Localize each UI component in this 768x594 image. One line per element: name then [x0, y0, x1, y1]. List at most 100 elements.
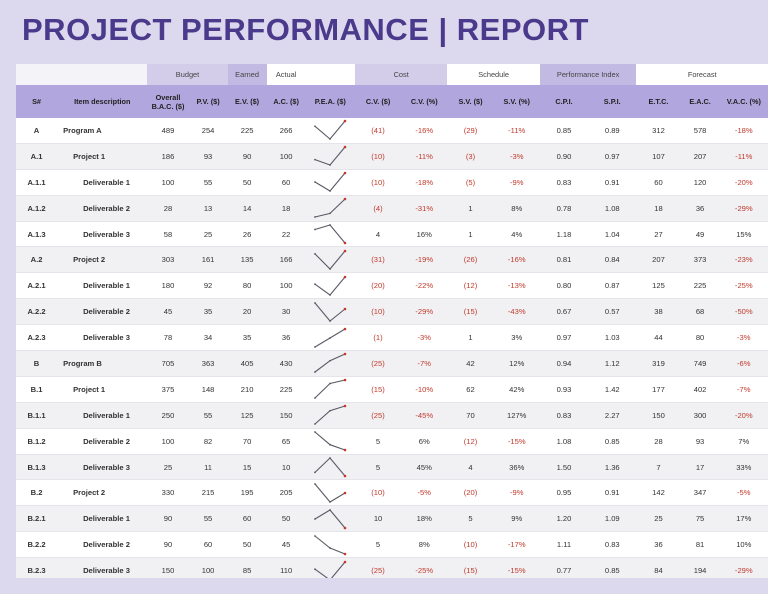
cell-vac: 33% [719, 454, 768, 481]
cell-svp: -16% [493, 246, 540, 274]
cell-bac: 150 [147, 557, 189, 578]
cell-ev: 26 [227, 221, 267, 248]
group-schedule: Schedule [447, 64, 540, 85]
cell-ev: 405 [227, 350, 267, 377]
col-etc: E.T.C. [636, 85, 681, 118]
cell-sv: (15) [447, 298, 494, 326]
cell-spi: 1.42 [588, 376, 637, 403]
pea-sparkline [314, 249, 347, 270]
pea-sparkline-line [315, 224, 346, 244]
table-row: B.2.3 Deliverable 3 150 100 85 110 (25) -25% (15… [16, 557, 768, 578]
cell-cpi: 0.81 [539, 246, 589, 274]
pea-point-pv [314, 397, 317, 400]
cell-pv: 55 [188, 402, 228, 429]
cell-cpi: 0.93 [539, 376, 589, 403]
cell-ev: 50 [227, 169, 267, 196]
cell-id: B.2 [16, 479, 58, 507]
cell-pea [305, 221, 355, 248]
cell-pv: 55 [188, 169, 228, 196]
pea-point-ev [329, 360, 332, 363]
cell-bac: 330 [147, 479, 189, 507]
cell-vac: -25% [719, 272, 768, 300]
cell-etc: 7 [636, 454, 681, 481]
pea-point-pv [314, 517, 317, 520]
cell-spi: 0.91 [588, 479, 637, 507]
cell-svp: 127% [493, 402, 540, 429]
cell-pea [305, 350, 355, 377]
pea-point-ev [329, 501, 332, 503]
cell-cpi: 0.97 [539, 324, 589, 352]
cell-etc: 319 [636, 350, 681, 377]
pea-sparkline [314, 171, 347, 193]
cell-etc: 36 [636, 531, 681, 559]
cell-pea [305, 272, 355, 300]
cell-pea [305, 479, 355, 507]
cell-svp: 4% [493, 221, 540, 248]
table-body: A Program A 489 254 225 266 (41) -16% (29) -11% 0.… [16, 118, 768, 578]
cell-sv: 70 [447, 402, 494, 429]
cell-desc: Deliverable 2 [57, 428, 148, 455]
group-header-row: Budget Earned Actual Cost Schedule Perfo… [16, 64, 768, 85]
pea-point-pv [314, 471, 317, 474]
cell-cvp: 18% [401, 505, 448, 533]
cell-eac: 225 [680, 272, 720, 300]
cell-spi: 1.04 [588, 221, 637, 248]
cell-cpi: 1.20 [539, 505, 589, 533]
cell-svp: -3% [493, 143, 540, 170]
pea-sparkline [314, 146, 347, 167]
cell-pv: 34 [188, 324, 228, 352]
pea-sparkline-line [314, 431, 346, 451]
cell-etc: 177 [636, 376, 681, 403]
pea-point-pv [314, 371, 317, 374]
cell-etc: 125 [636, 272, 681, 300]
cell-pea [305, 298, 355, 326]
cell-id: A.2.3 [16, 324, 58, 352]
cell-pv: 100 [188, 557, 228, 578]
cell-etc: 150 [636, 402, 681, 429]
cell-svp: -9% [493, 169, 540, 196]
cell-sv: (20) [447, 479, 494, 507]
cell-pv: 11 [188, 454, 228, 481]
cell-id: B.1.2 [16, 428, 58, 455]
col-spi: S.P.I. [588, 85, 637, 118]
pea-point-pv [314, 431, 317, 434]
pea-sparkline [314, 327, 347, 348]
cell-cv: 4 [354, 221, 402, 248]
cell-eac: 49 [680, 221, 720, 248]
cell-pea [305, 169, 355, 196]
cell-ac: 50 [266, 505, 306, 533]
cell-pea [305, 505, 355, 533]
pea-point-pv [314, 283, 317, 285]
cell-eac: 749 [680, 350, 720, 377]
col-eac: E.A.C. [680, 85, 720, 118]
cell-bac: 25 [147, 454, 189, 481]
pea-point-ev [329, 319, 332, 322]
table-row: B.2.1 Deliverable 1 90 55 60 50 10 18% 5 9% 1.20 1.… [16, 505, 768, 533]
cell-spi: 1.08 [588, 195, 637, 222]
pea-sparkline-line [314, 353, 346, 373]
cell-vac: -20% [719, 402, 768, 429]
cell-etc: 28 [636, 428, 681, 455]
cell-eac: 75 [680, 505, 720, 533]
cell-cv: (25) [354, 402, 402, 429]
col-cvp: C.V. (%) [401, 85, 448, 118]
cell-cpi: 0.67 [539, 298, 589, 326]
col-sn: S# [16, 85, 58, 118]
pea-sparkline-line [314, 121, 346, 141]
cell-spi: 0.97 [588, 143, 637, 170]
pea-point-ev [329, 267, 332, 270]
cell-cpi: 1.11 [539, 531, 589, 559]
cell-svp: -13% [493, 272, 540, 300]
cell-vac: -29% [719, 195, 768, 222]
cell-ev: 85 [227, 557, 267, 578]
cell-pea [305, 246, 355, 274]
cell-desc: Deliverable 3 [57, 221, 148, 248]
cell-bac: 58 [147, 221, 189, 248]
cell-sv: (12) [447, 428, 494, 455]
pea-point-ac [343, 120, 347, 123]
table-row: A.2.3 Deliverable 3 78 34 35 36 (1) -3% 1 3% 0.97 1… [16, 324, 768, 352]
cell-ac: 60 [266, 169, 306, 196]
cell-id: B.1.3 [16, 454, 58, 481]
cell-pea [305, 557, 355, 578]
cell-spi: 1.09 [588, 505, 637, 533]
